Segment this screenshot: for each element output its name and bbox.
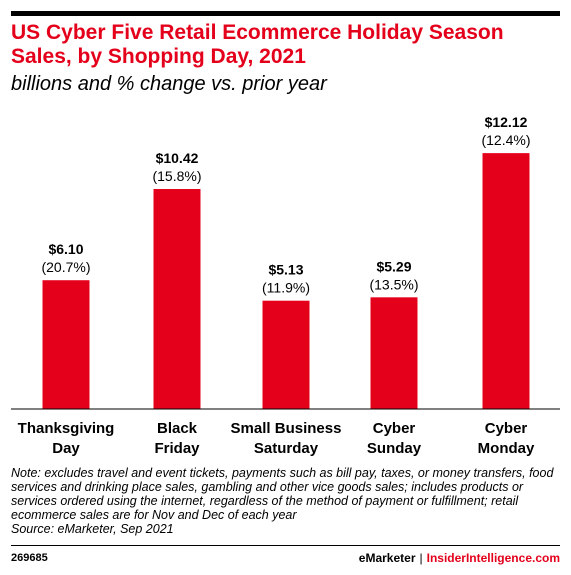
change-label: (11.9%) <box>262 280 310 296</box>
bar-chart: $6.10 (20.7%) Thanksgiving Day $10.42 (15.8%)… <box>11 114 560 457</box>
bar <box>482 153 530 409</box>
category-label: Sunday <box>367 440 422 457</box>
value-label: $5.13 <box>268 262 303 278</box>
category-label: Monday <box>478 440 535 457</box>
bar <box>262 300 310 409</box>
change-label: (13.5%) <box>369 276 418 292</box>
chart-notes: Note: excludes travel and event tickets,… <box>11 466 563 536</box>
brand-site: InsiderIntelligence.com <box>426 551 560 565</box>
category-label: Cyber <box>485 420 528 437</box>
change-label: (12.4%) <box>481 132 530 148</box>
category-label: Black <box>157 420 198 437</box>
top-rule <box>11 11 560 16</box>
brand-footer: eMarketer | InsiderIntelligence.com <box>359 551 560 565</box>
bar <box>42 280 90 409</box>
bar <box>153 189 201 409</box>
footer-rule <box>11 545 560 546</box>
chart-title: US Cyber Five Retail Ecommerce Holiday S… <box>11 21 504 68</box>
change-label: (15.8%) <box>152 168 201 184</box>
source-text: Source: eMarketer, Sep 2021 <box>11 522 174 536</box>
brand-separator: | <box>419 551 423 565</box>
value-label: $6.10 <box>48 241 83 257</box>
value-label: $5.29 <box>376 258 411 274</box>
value-label: $12.12 <box>485 114 528 130</box>
brand-name: eMarketer <box>358 551 416 565</box>
chart-subtitle: billions and % change vs. prior year <box>11 73 327 95</box>
chart-id: 269685 <box>11 552 48 564</box>
note-text: Note: excludes travel and event tickets,… <box>11 466 554 522</box>
category-label: Day <box>52 440 80 457</box>
change-label: (20.7%) <box>41 259 90 275</box>
bar <box>370 297 418 409</box>
category-label: Small Business <box>231 420 342 437</box>
category-label: Cyber <box>373 420 416 437</box>
category-label: Saturday <box>254 440 319 457</box>
category-label: Thanksgiving <box>18 420 115 437</box>
value-label: $10.42 <box>156 150 199 166</box>
category-label: Friday <box>154 440 200 457</box>
